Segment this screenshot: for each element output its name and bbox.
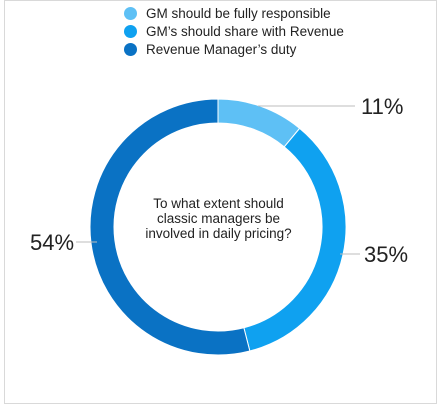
legend-label: GM should be fully responsible	[146, 5, 331, 21]
legend-item: GM should be fully responsible	[124, 4, 344, 22]
legend-item: Revenue Manager’s duty	[124, 40, 344, 58]
value-labels: 11% 35% 54%	[30, 94, 408, 267]
legend-swatch-icon	[124, 6, 137, 20]
donut-slice	[89, 98, 251, 356]
legend-label: GM’s should share with Revenue	[146, 23, 344, 39]
value-label: 54%	[30, 230, 74, 255]
legend-swatch-icon	[124, 42, 137, 56]
legend-item: GM’s should share with Revenue	[124, 22, 344, 40]
legend: GM should be fully responsible GM’s shou…	[124, 4, 344, 58]
value-label: 11%	[361, 94, 403, 119]
legend-swatch-icon	[124, 24, 137, 38]
leader-lines	[76, 105, 360, 255]
value-label: 35%	[364, 242, 408, 267]
donut-slices	[89, 98, 347, 356]
legend-label: Revenue Manager’s duty	[146, 41, 297, 57]
donut-center-question: To what extent should classic managers b…	[145, 196, 292, 241]
